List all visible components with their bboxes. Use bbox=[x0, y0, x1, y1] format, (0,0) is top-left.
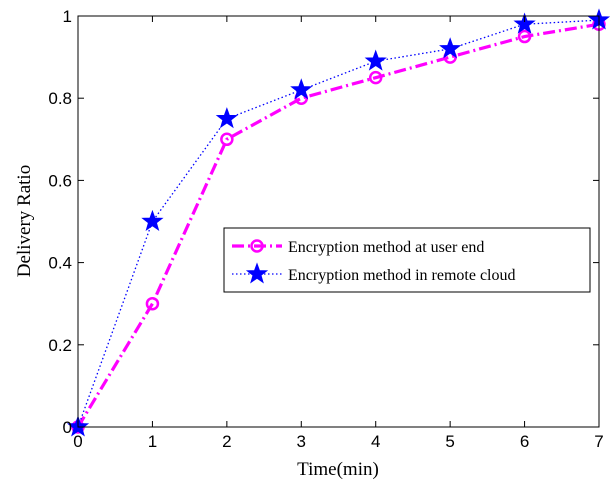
y-tick-label: 0.2 bbox=[48, 336, 72, 355]
series-line-2 bbox=[77, 19, 600, 428]
legend-label-1: Encryption method at user end bbox=[288, 239, 484, 256]
legend-box bbox=[223, 227, 591, 293]
x-tick-label: 2 bbox=[222, 432, 231, 451]
legend-marker-1 bbox=[250, 239, 264, 253]
series-line-1 bbox=[76, 22, 600, 428]
series-2-point bbox=[141, 209, 164, 231]
series-1-point bbox=[517, 29, 532, 44]
x-tick-label: 1 bbox=[148, 432, 157, 451]
series-2-point bbox=[364, 49, 387, 71]
y-axis-label: Delivery Ratio bbox=[14, 165, 35, 277]
legend-label-2: Encryption method in remote cloud bbox=[288, 267, 516, 284]
legend-marker-2 bbox=[245, 262, 269, 284]
x-tick-label: 3 bbox=[297, 432, 306, 451]
x-tick-label: 6 bbox=[520, 432, 529, 451]
plot-area bbox=[78, 16, 599, 427]
series-2-point bbox=[513, 12, 536, 34]
series-1-point bbox=[368, 70, 383, 85]
y-tick-label: 0.4 bbox=[48, 254, 72, 273]
y-tick-label: 0.6 bbox=[48, 171, 72, 190]
x-tick-label: 0 bbox=[73, 432, 82, 451]
legend: Encryption method at user end Encryption … bbox=[223, 227, 591, 293]
x-tick-label: 4 bbox=[371, 432, 380, 451]
x-axis-label: Time(min) bbox=[297, 459, 379, 480]
series-1-point bbox=[220, 132, 234, 147]
series-1-point bbox=[145, 296, 160, 311]
series-2-point bbox=[439, 37, 462, 59]
x-tick-label: 7 bbox=[594, 432, 603, 451]
y-tick-label: 0 bbox=[63, 418, 72, 437]
series-2-point bbox=[290, 78, 313, 100]
series-2-point bbox=[215, 107, 238, 129]
axes-box bbox=[77, 15, 600, 428]
y-tick-label: 0.8 bbox=[48, 89, 72, 108]
axes-layer: 0 1 2 3 4 5 6 7 0 0.2 0.4 0.6 0.8 1 bbox=[48, 7, 603, 451]
x-tick-label: 5 bbox=[445, 432, 454, 451]
y-tick-label: 1 bbox=[63, 7, 72, 26]
